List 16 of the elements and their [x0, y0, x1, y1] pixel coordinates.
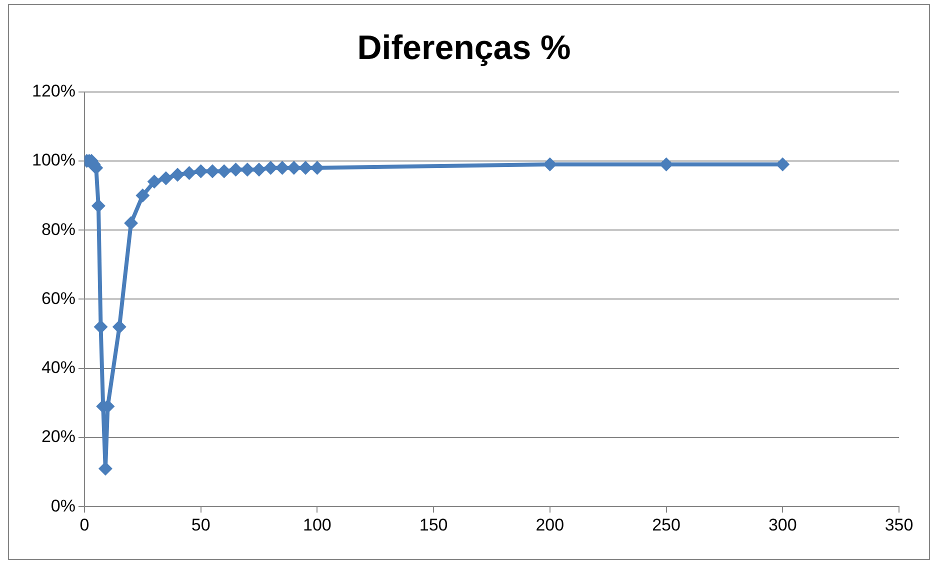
y-tick-label: 40%: [41, 358, 76, 378]
x-tick-label: 50: [191, 515, 210, 534]
x-tick-label: 300: [768, 515, 797, 534]
y-tick-label: 120%: [32, 81, 76, 100]
y-tick-label: 80%: [41, 220, 76, 239]
y-tick-label: 0%: [50, 496, 76, 516]
y-tick-label: 20%: [41, 427, 76, 446]
x-tick-label: 0: [80, 515, 90, 534]
x-tick-label: 100: [303, 515, 332, 534]
x-tick-label: 150: [419, 515, 448, 534]
chart-title: Diferenças %: [357, 28, 571, 67]
x-tick-label: 250: [652, 515, 680, 534]
x-tick-label: 200: [536, 515, 564, 534]
x-tick-label: 350: [884, 515, 914, 534]
y-tick-label: 100%: [32, 150, 76, 170]
y-tick-label: 60%: [41, 288, 76, 308]
